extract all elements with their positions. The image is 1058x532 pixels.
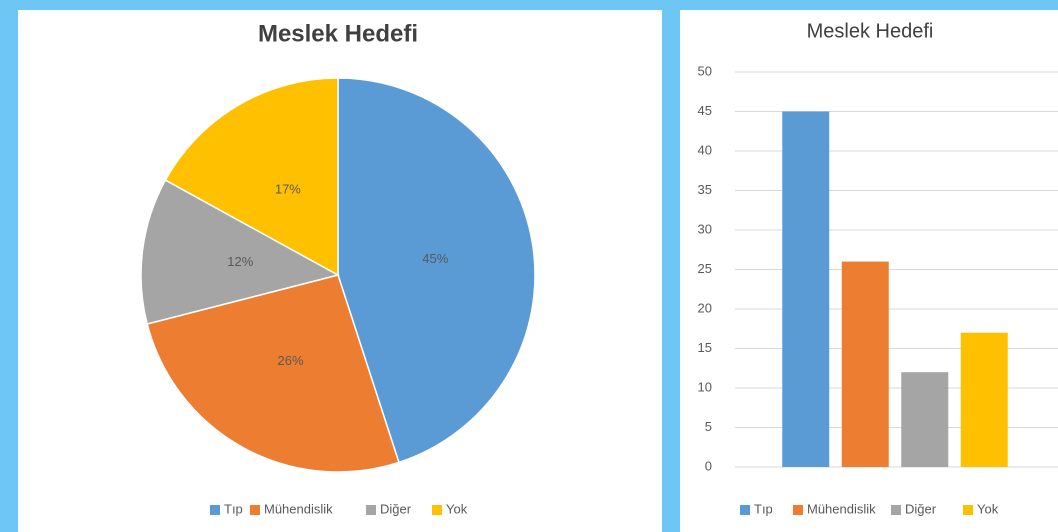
legend-label: Yok	[977, 501, 999, 516]
legend-label: Diğer	[380, 501, 412, 516]
legend-swatch	[210, 505, 220, 515]
bar	[960, 332, 1008, 467]
legend-swatch	[891, 505, 901, 515]
y-tick-label: 40	[698, 142, 712, 157]
pie-slice	[140, 179, 341, 325]
bar	[901, 372, 949, 467]
y-tick-label: 5	[705, 419, 712, 434]
legend-label: Tıp	[224, 501, 243, 516]
y-tick-label: 10	[698, 379, 712, 394]
y-tick-label: 35	[698, 182, 712, 197]
y-tick-label: 25	[698, 261, 712, 276]
y-tick-label: 30	[698, 221, 712, 236]
y-tick-label: 15	[698, 340, 712, 355]
pie-slice	[337, 77, 536, 464]
y-tick-label: 20	[698, 300, 712, 315]
legend-swatch	[963, 505, 973, 515]
slice-label: 26%	[278, 353, 304, 368]
legend-swatch	[366, 505, 376, 515]
legend-swatch	[793, 505, 803, 515]
bar	[782, 111, 830, 467]
legend-label: Mühendislik	[807, 501, 876, 516]
y-tick-label: 50	[698, 63, 712, 78]
legend-swatch	[432, 505, 442, 515]
slice-label: 17%	[275, 182, 301, 197]
bar	[841, 261, 889, 467]
pie-title: Meslek Hedefi	[258, 20, 418, 47]
y-tick-label: 0	[705, 458, 712, 473]
legend-swatch	[740, 505, 750, 515]
legend-label: Yok	[446, 501, 468, 516]
pie-slice	[164, 77, 339, 277]
legend-label: Diğer	[905, 501, 937, 516]
legend-swatch	[250, 505, 260, 515]
legend-label: Mühendislik	[264, 501, 333, 516]
pie-slice	[146, 274, 400, 473]
slice-label: 12%	[227, 254, 253, 269]
bar-title: Meslek Hedefi	[807, 20, 934, 42]
y-tick-label: 45	[698, 103, 712, 118]
legend-label: Tıp	[754, 501, 773, 516]
slice-label: 45%	[422, 251, 448, 266]
